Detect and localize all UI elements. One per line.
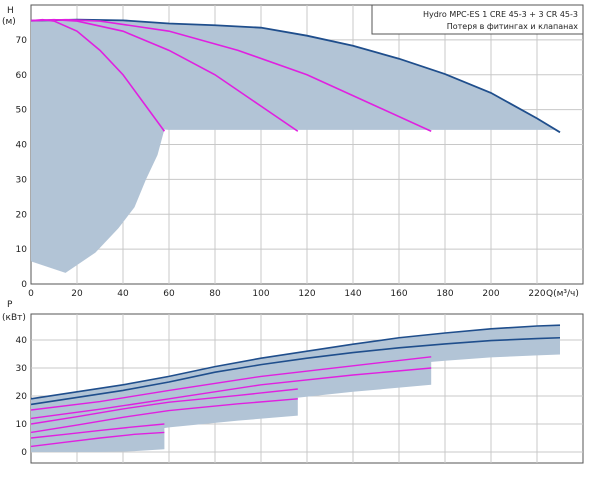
power-y-tick-label: 30 (16, 364, 28, 374)
power-pump-curve (30, 423, 165, 439)
power-curves (30, 324, 561, 448)
head-x-tick-label: 60 (163, 289, 175, 299)
head-x-tick-label: 180 (436, 289, 453, 299)
power-y-tick-label: 10 (16, 420, 28, 430)
head-x-tick-label: 80 (209, 289, 221, 299)
power-pump-curve (30, 356, 432, 411)
legend-box (371, 4, 584, 35)
head-x-tick-label: 120 (298, 289, 315, 299)
head-y-axis-unit: (м) (2, 17, 16, 27)
head-y-tick-label: 10 (16, 245, 28, 255)
head-x-ticks: 0 20 40 60 80 100 120 140 160 180 200 220 (28, 289, 546, 299)
head-y-tick-label: 50 (16, 106, 28, 116)
head-y-tick-label: 20 (16, 210, 28, 220)
head-x-tick-label: 40 (117, 289, 129, 299)
power-max-curve (30, 324, 561, 400)
head-x-tick-label: 200 (482, 289, 499, 299)
head-x-tick-label: 20 (71, 289, 83, 299)
power-pump-curve (30, 398, 298, 434)
head-pump-curve (30, 18, 432, 132)
power-y-axis-unit: (кВт) (2, 313, 26, 323)
power-max-curve (30, 336, 561, 406)
power-y-axis-label: P (7, 300, 13, 310)
head-x-tick-label: 160 (390, 289, 407, 299)
head-x-tick-label: 100 (252, 289, 269, 299)
head-y-tick-label: 30 (16, 175, 28, 185)
head-curves (30, 18, 561, 134)
head-y-axis-label: H (7, 6, 14, 16)
power-y-tick-label: 0 (21, 448, 27, 458)
head-y-tick-label: 0 (21, 280, 27, 290)
head-x-tick-label: 140 (344, 289, 361, 299)
power-y-tick-label: 40 (16, 336, 28, 346)
power-pump-curve (30, 431, 165, 448)
head-y-tick-label: 60 (16, 71, 28, 81)
head-x-axis-label: Q(м³/ч) (546, 289, 579, 299)
head-operating-area-fill (31, 19, 556, 273)
head-x-tick-label: 0 (28, 289, 34, 299)
head-max-curve (30, 18, 561, 134)
power-y-tick-label: 20 (16, 392, 28, 402)
power-y-ticks: 0 10 20 30 40 (16, 336, 28, 458)
power-pump-curve (30, 388, 298, 425)
head-y-tick-label: 70 (16, 36, 28, 46)
head-y-tick-label: 40 (16, 141, 28, 151)
head-y-ticks: 0 10 20 30 40 50 60 70 (16, 36, 28, 290)
head-x-tick-label: 220 (528, 289, 545, 299)
power-pump-curve (30, 367, 432, 420)
legend-pump-title: Hydro MPC-ES 1 CRE 45-3 + 3 CR 45-3 (423, 10, 578, 19)
legend-losses-note: Потеря в фитингах и клапанах (447, 22, 579, 31)
head-operating-area (31, 19, 556, 273)
